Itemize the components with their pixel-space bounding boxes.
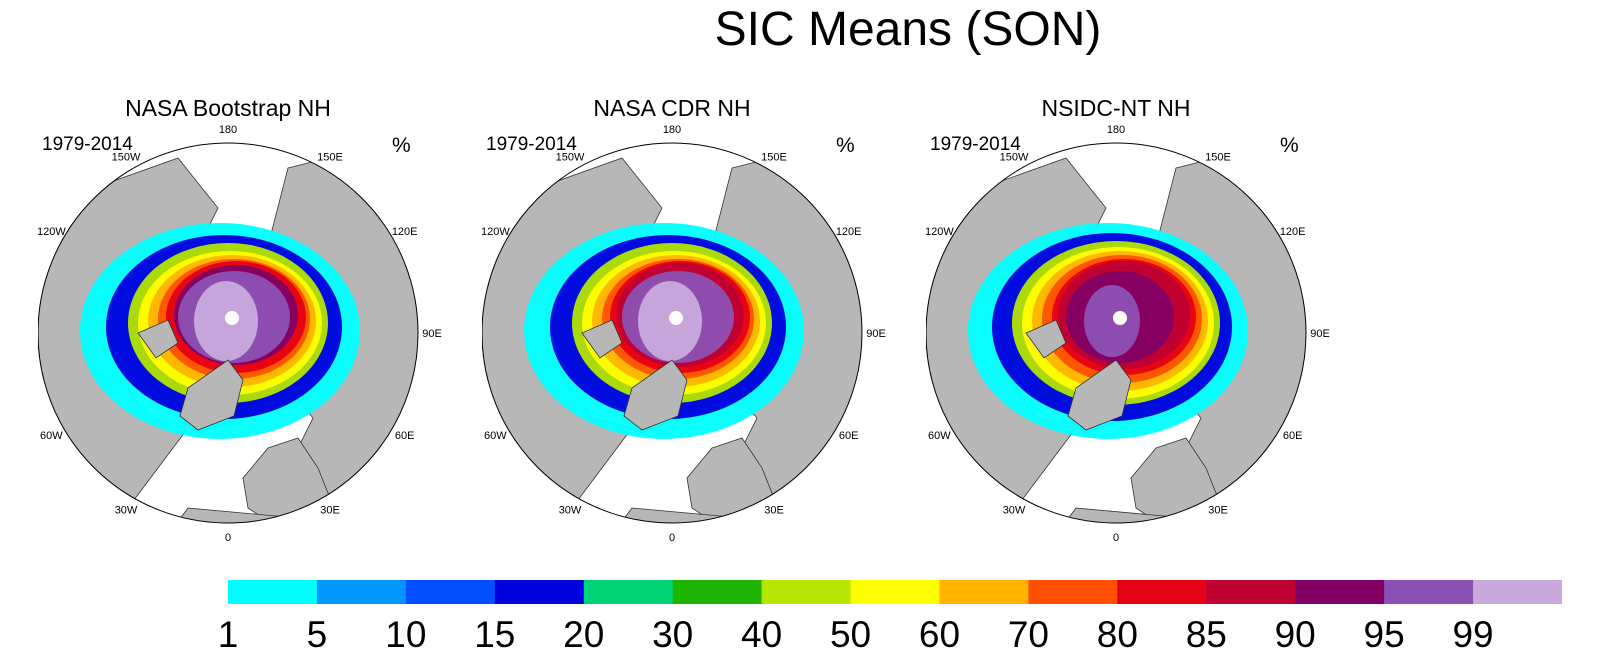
colorbar-tick-label: 95	[1363, 614, 1405, 655]
longitude-label: 0	[669, 532, 675, 544]
longitude-label: 120W	[482, 226, 510, 238]
colorbar-segment	[1206, 580, 1296, 604]
island	[581, 319, 623, 359]
longitude-label: 60E	[1283, 430, 1303, 442]
longitude-label: 60E	[839, 430, 859, 442]
colorbar-segment	[1117, 580, 1207, 604]
greenland	[1067, 359, 1132, 431]
polar-map: 180150E120E90E60E30E030W60W90W120W150W	[482, 124, 886, 544]
colorbar-tick-label: 10	[385, 614, 427, 655]
colorbar-tick-label: 20	[563, 614, 605, 655]
pole-hole	[669, 311, 683, 325]
colorbar-tick-label: 30	[652, 614, 694, 655]
longitude-label: 30E	[764, 505, 784, 517]
colorbar-tick-label: 90	[1274, 614, 1316, 655]
longitude-label: 60E	[395, 430, 415, 442]
longitude-label: 150E	[761, 151, 787, 163]
colorbar-segment	[228, 580, 318, 604]
longitude-label: 60W	[484, 430, 507, 442]
colorbar-tick-label: 80	[1096, 614, 1138, 655]
longitude-label: 150E	[317, 151, 343, 163]
colorbar-tick-label: 5	[306, 614, 328, 655]
colorbar-segment	[939, 580, 1029, 604]
longitude-label: 150W	[1000, 151, 1029, 163]
longitude-label: 30W	[1003, 505, 1026, 517]
polar-map: 180150E120E90E60E30E030W60W90W120W150W	[38, 124, 442, 544]
longitude-label: 120E	[836, 226, 862, 238]
panel-period: 1979-2014	[486, 134, 577, 155]
longitude-label: 180	[663, 124, 681, 136]
longitude-label: 60W	[928, 430, 951, 442]
main-title: SIC Means (SON)	[714, 3, 1102, 56]
panel-nsidc-nt: 180150E120E90E60E30E030W60W90W120W150W N…	[926, 88, 1346, 548]
longitude-label: 60W	[40, 430, 63, 442]
greenland	[179, 359, 244, 431]
panel-unit: %	[392, 134, 411, 157]
colorbar-segment	[1384, 580, 1474, 604]
colorbar-segment	[583, 580, 674, 604]
panel-nasa-cdr: 180150E120E90E60E30E030W60W90W120W150W N…	[482, 88, 902, 548]
longitude-label: 90E	[1310, 328, 1330, 340]
longitude-label: 120E	[392, 226, 418, 238]
colorbar-tick-label: 60	[918, 614, 961, 655]
map-boundary	[38, 142, 419, 524]
longitude-label: 30E	[1208, 505, 1228, 517]
panel-period: 1979-2014	[42, 134, 133, 155]
colorbar-labels: 1 5 10 15 20 30 40 50 60 70 80 85 90 95 99	[0, 615, 1598, 661]
longitude-label: 0	[225, 532, 231, 544]
longitude-label: 120W	[926, 226, 954, 238]
longitude-label: 120W	[38, 226, 66, 238]
colorbar-tick-label: 40	[741, 614, 783, 655]
colorbar-tick-label: 15	[474, 614, 516, 655]
longitude-label: 0	[1113, 532, 1119, 544]
longitude-label: 180	[1107, 124, 1125, 136]
pole-hole	[1113, 311, 1127, 325]
polar-map: 180150E120E90E60E30E030W60W90W120W150W	[926, 124, 1330, 544]
island	[137, 319, 179, 359]
land	[1045, 507, 1228, 523]
panel-unit: %	[1280, 134, 1299, 157]
panel-title: NASA CDR NH	[593, 95, 751, 121]
colorbar-segment	[316, 580, 407, 604]
pole-hole	[225, 311, 239, 325]
land	[601, 507, 784, 523]
longitude-label: 30W	[559, 505, 582, 517]
longitude-label: 30W	[115, 505, 138, 517]
longitude-label: 150W	[112, 151, 141, 163]
colorbar-segment	[405, 580, 496, 604]
colorbar-tick-label: 1	[217, 614, 239, 655]
colorbar	[228, 580, 1562, 604]
colorbar-segment	[672, 580, 763, 604]
longitude-label: 90E	[866, 328, 886, 340]
colorbar-segment	[494, 580, 585, 604]
colorbar-tick-label: 50	[829, 614, 872, 655]
map-boundary	[926, 142, 1307, 524]
greenland	[623, 359, 688, 431]
colorbar-segment	[761, 580, 852, 604]
panel-nasa-bootstrap: 180150E120E90E60E30E030W60W90W120W150W N…	[38, 88, 458, 548]
longitude-label: 150E	[1205, 151, 1231, 163]
panel-title: NSIDC-NT NH	[1041, 95, 1191, 121]
longitude-label: 90E	[422, 328, 442, 340]
colorbar-tick-label: 70	[1007, 614, 1049, 655]
island	[1025, 319, 1067, 359]
longitude-label: 120E	[1280, 226, 1306, 238]
colorbar-segment	[1295, 580, 1385, 604]
colorbar-tick-label: 99	[1452, 614, 1494, 655]
colorbar-segment	[850, 580, 940, 604]
panel-period: 1979-2014	[930, 134, 1021, 155]
longitude-label: 180	[219, 124, 237, 136]
map-boundary	[482, 142, 863, 524]
colorbar-segment	[1473, 580, 1562, 604]
land	[157, 507, 340, 523]
colorbar-tick-label: 85	[1185, 614, 1227, 655]
longitude-label: 150W	[556, 151, 585, 163]
longitude-label: 30E	[320, 505, 340, 517]
panel-title: NASA Bootstrap NH	[125, 95, 331, 121]
sea-ice-band	[1084, 285, 1140, 357]
colorbar-segment	[1028, 580, 1118, 604]
panel-unit: %	[836, 134, 855, 157]
